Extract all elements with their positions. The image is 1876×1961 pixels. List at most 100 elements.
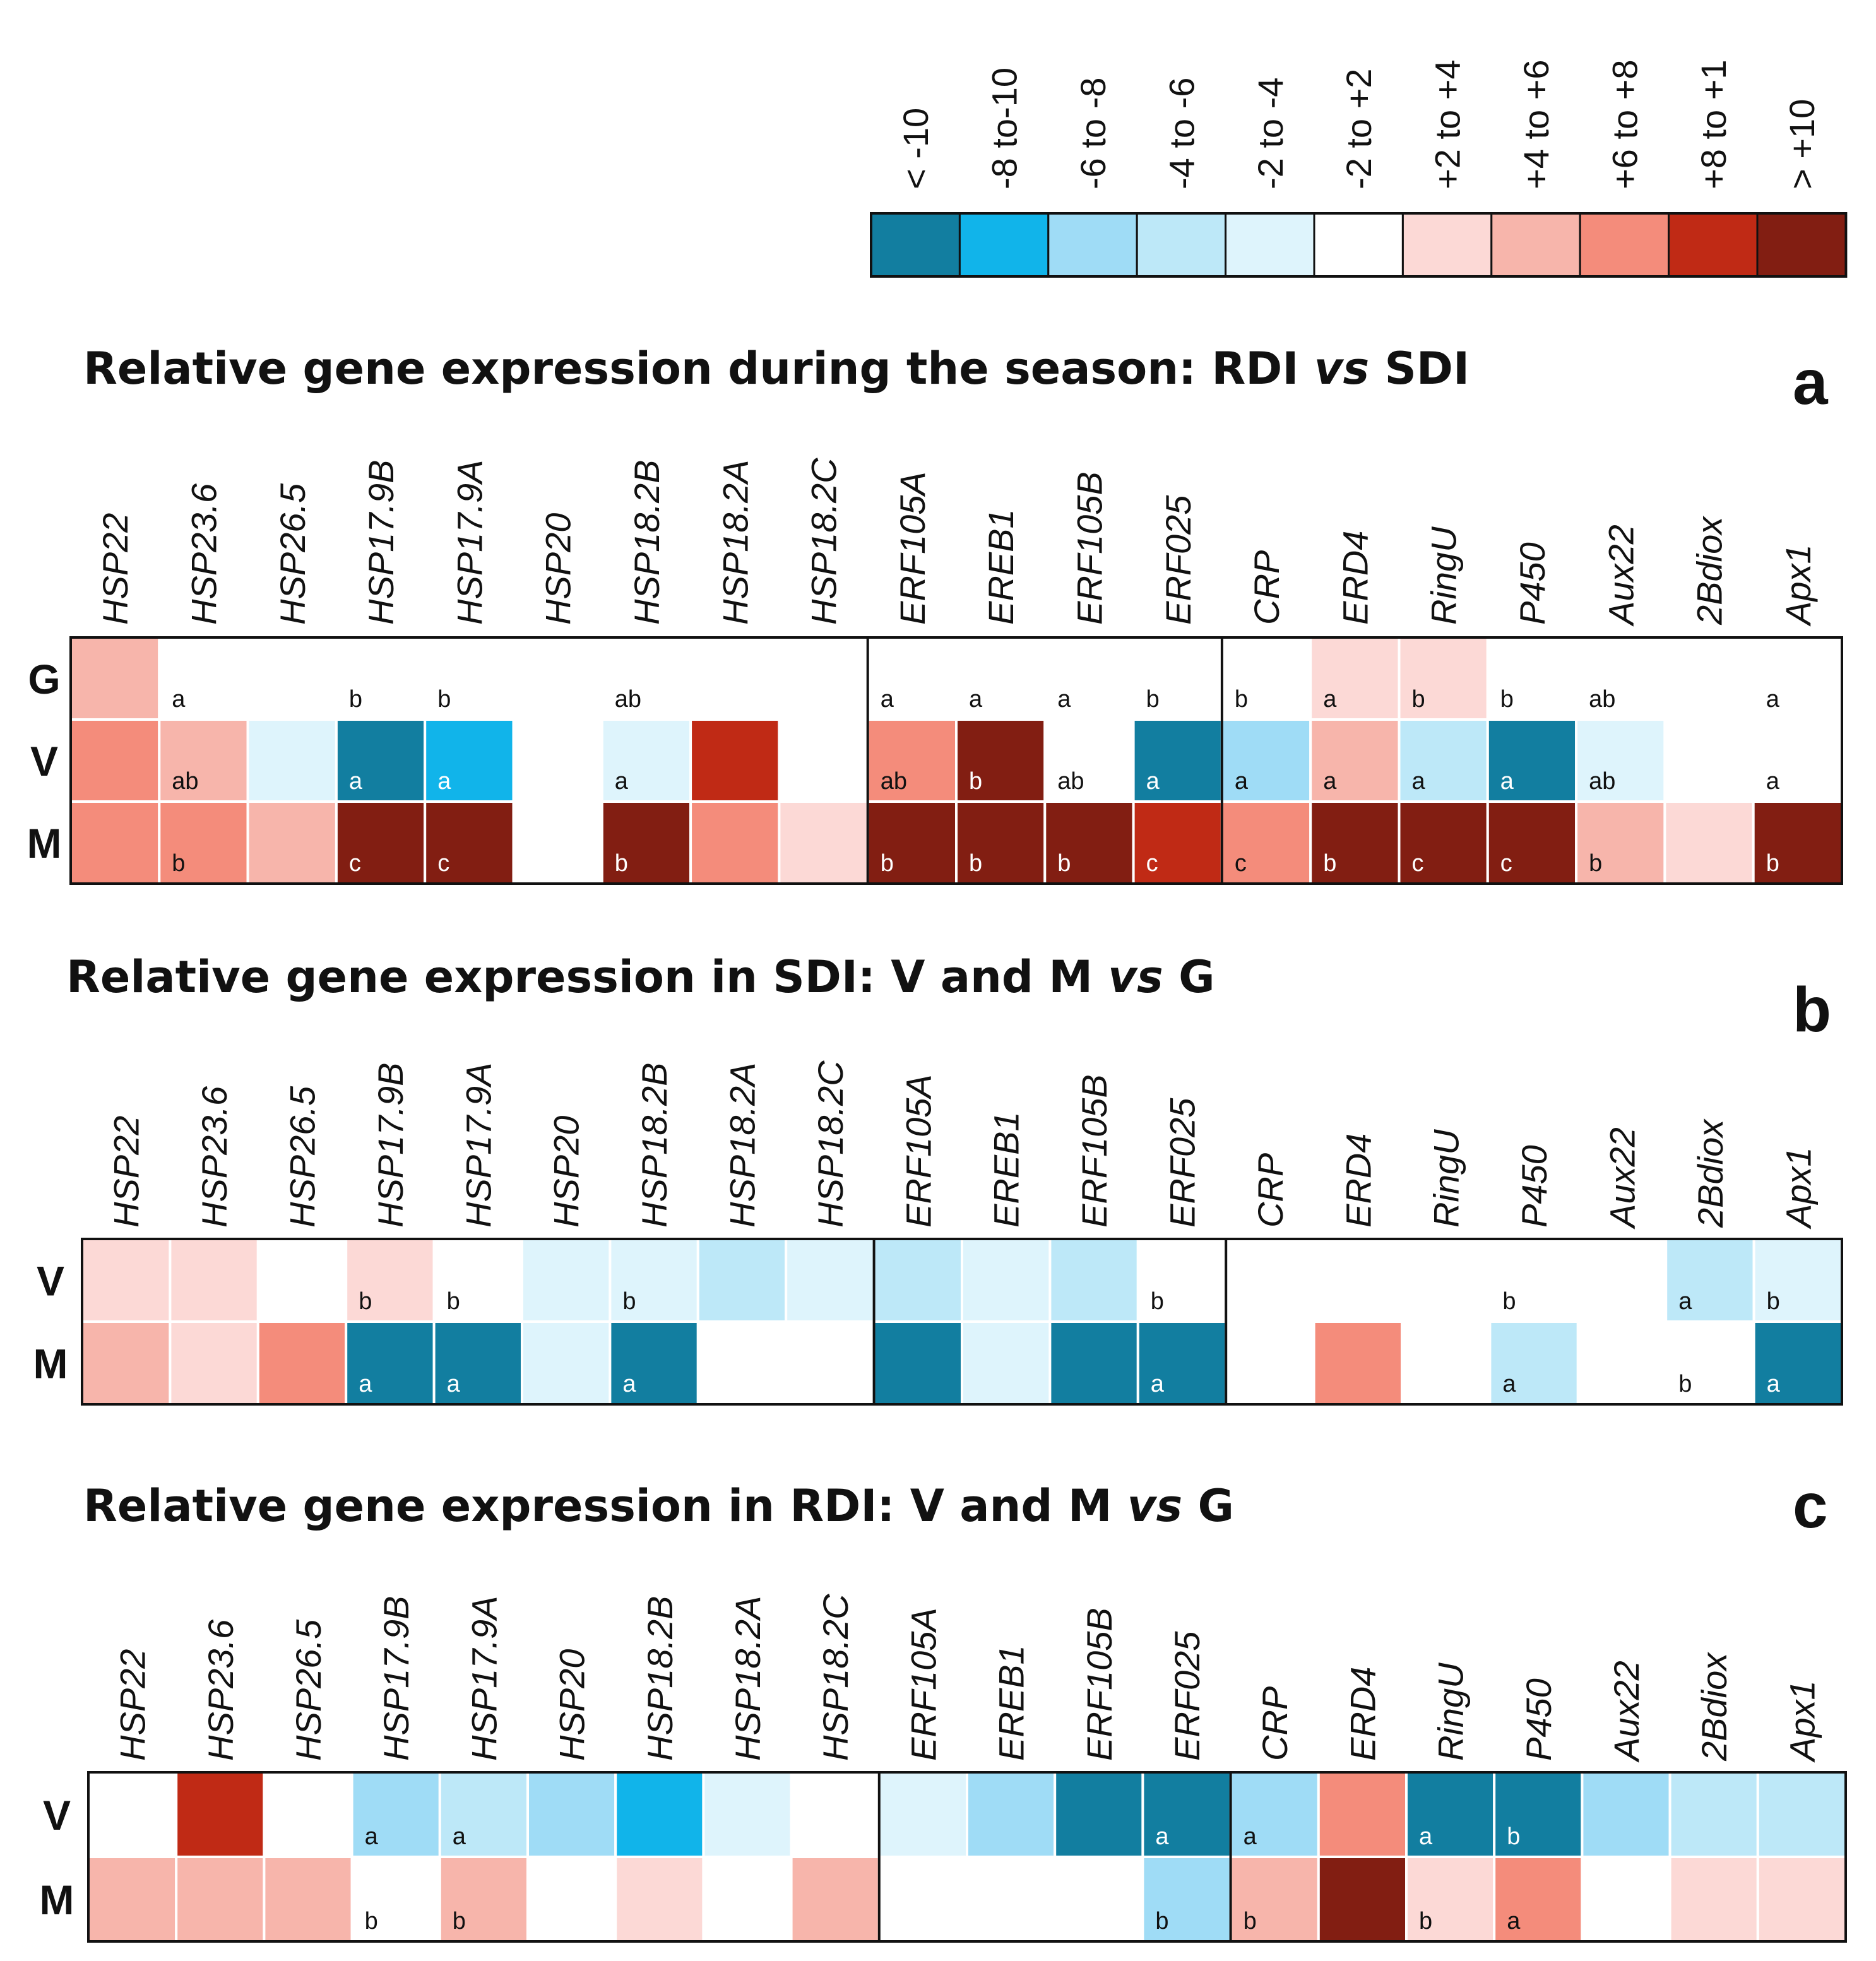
row-label: G [28,656,60,702]
heatmap-cell [69,800,161,885]
heatmap-cell [877,1771,969,1858]
heatmap-cell [955,718,1047,803]
heatmap-cell [696,1238,788,1323]
gene-label: HSP18.2B [634,1063,674,1228]
heatmap-cell [1132,636,1223,721]
gene-label: RingU [1431,1662,1471,1761]
panel-frame [69,636,1843,885]
gene-label: Aux22 [1606,1661,1646,1763]
row-label: V [37,1258,64,1305]
heatmap-cell [778,800,869,885]
heatmap-cell [512,636,603,721]
legend-label: +4 to +6 [1516,59,1556,189]
gene-label: Apx1 [1778,544,1818,627]
gene-label: HSP17.9B [361,460,401,625]
heatmap-cell [81,1238,172,1323]
gene-label: HSP18.2A [728,1596,768,1762]
heatmap-cell [689,800,781,885]
gene-label: HSP22 [107,1116,146,1228]
heatmap-cell [966,1771,1057,1858]
legend-swatch [1136,212,1227,278]
significance-letter: b [622,1288,636,1315]
heatmap-cell [69,636,161,721]
gene-label: CRP [1247,550,1286,625]
significance-letter: b [1155,1908,1168,1934]
panel-title: Relative gene expression in RDI: V and M… [83,1480,1234,1532]
title-part: Relative gene expression in RDI: V and M [83,1480,1127,1532]
heatmap-cell [961,1320,1052,1406]
heatmap-cell [256,1238,348,1323]
heatmap-cell [263,1856,353,1943]
legend-label: > +10 [1782,99,1822,189]
gene-label: HSP22 [113,1649,153,1761]
significance-letter: a [1244,1823,1257,1850]
title-part: G [1163,951,1215,1003]
heatmap-cell [521,1238,612,1323]
significance-letter: a [1323,768,1337,795]
legend-label: +2 to +4 [1428,59,1468,189]
heatmap-cell [1401,1320,1492,1406]
heatmap-cell [1054,1771,1144,1858]
gene-label: HSP18.2B [640,1596,680,1762]
significance-letter: b [1507,1823,1520,1850]
significance-letter: b [349,686,362,713]
significance-letter: a [1412,768,1426,795]
heatmap-cell [689,718,781,803]
gene-label: P450 [1512,542,1552,625]
heatmap-cell [1663,800,1755,885]
gene-label: HSP17.9A [449,460,489,625]
heatmap-cell [689,636,781,721]
heatmap-cell [424,800,515,885]
heatmap-cell [1220,718,1312,803]
panel-b: Relative gene expression in SDI: V and M… [33,951,1844,1406]
significance-letter: b [453,1908,466,1934]
gene-label: 2Bdiox [1690,516,1730,625]
heatmap-cell [702,1771,793,1858]
significance-letter: a [1502,1371,1516,1397]
significance-letter: a [365,1823,379,1850]
heatmap-cell [877,1856,969,1943]
significance-letter: b [881,850,894,877]
significance-letter: a [447,1371,461,1397]
significance-letter: a [172,686,186,713]
gene-label: HSP18.2C [816,1594,855,1761]
heatmap-cell [87,1856,178,1943]
significance-letter: a [437,768,451,795]
significance-letter: b [1500,686,1514,713]
gene-label: HSP18.2A [723,1063,763,1228]
heatmap-cell [696,1320,788,1406]
significance-letter: c [437,850,449,877]
significance-letter: a [1235,768,1249,795]
heatmap-cell [512,800,603,885]
significance-letter: c [1146,850,1158,877]
heatmap-cell [702,1856,793,1943]
heatmap-cell [1225,1238,1315,1323]
significance-letter: a [615,768,629,795]
significance-letter: b [1767,1288,1780,1315]
heatmap-cell [609,1320,699,1406]
heatmap-cell [1576,1238,1668,1323]
significance-letter: b [1419,1908,1432,1934]
significance-letter: a [1766,686,1780,713]
gene-label: HSP18.2B [627,460,667,625]
heatmap-cell [438,1771,529,1858]
significance-letter: ab [1057,768,1084,795]
significance-letter: a [1146,768,1160,795]
gene-label: 2Bdiox [1690,1118,1730,1228]
heatmap-cell [778,636,869,721]
significance-letter: c [349,850,361,877]
heatmap-cell [1488,1238,1579,1323]
significance-letter: a [1155,1823,1169,1850]
significance-letter: b [365,1908,378,1934]
panel-title: Relative gene expression during the seas… [83,343,1469,394]
gene-label: 2Bdiox [1694,1652,1734,1762]
heatmap-cell [1054,1856,1144,1943]
legend-label: -6 to -8 [1073,78,1113,189]
panel-letter: c [1793,1471,1828,1541]
legend-swatch [1668,212,1759,278]
gene-label: HSP20 [547,1116,586,1228]
gene-label: ERF025 [1167,1631,1207,1761]
gene-label: ERF105B [1069,471,1109,625]
gene-label: P450 [1519,1678,1558,1761]
